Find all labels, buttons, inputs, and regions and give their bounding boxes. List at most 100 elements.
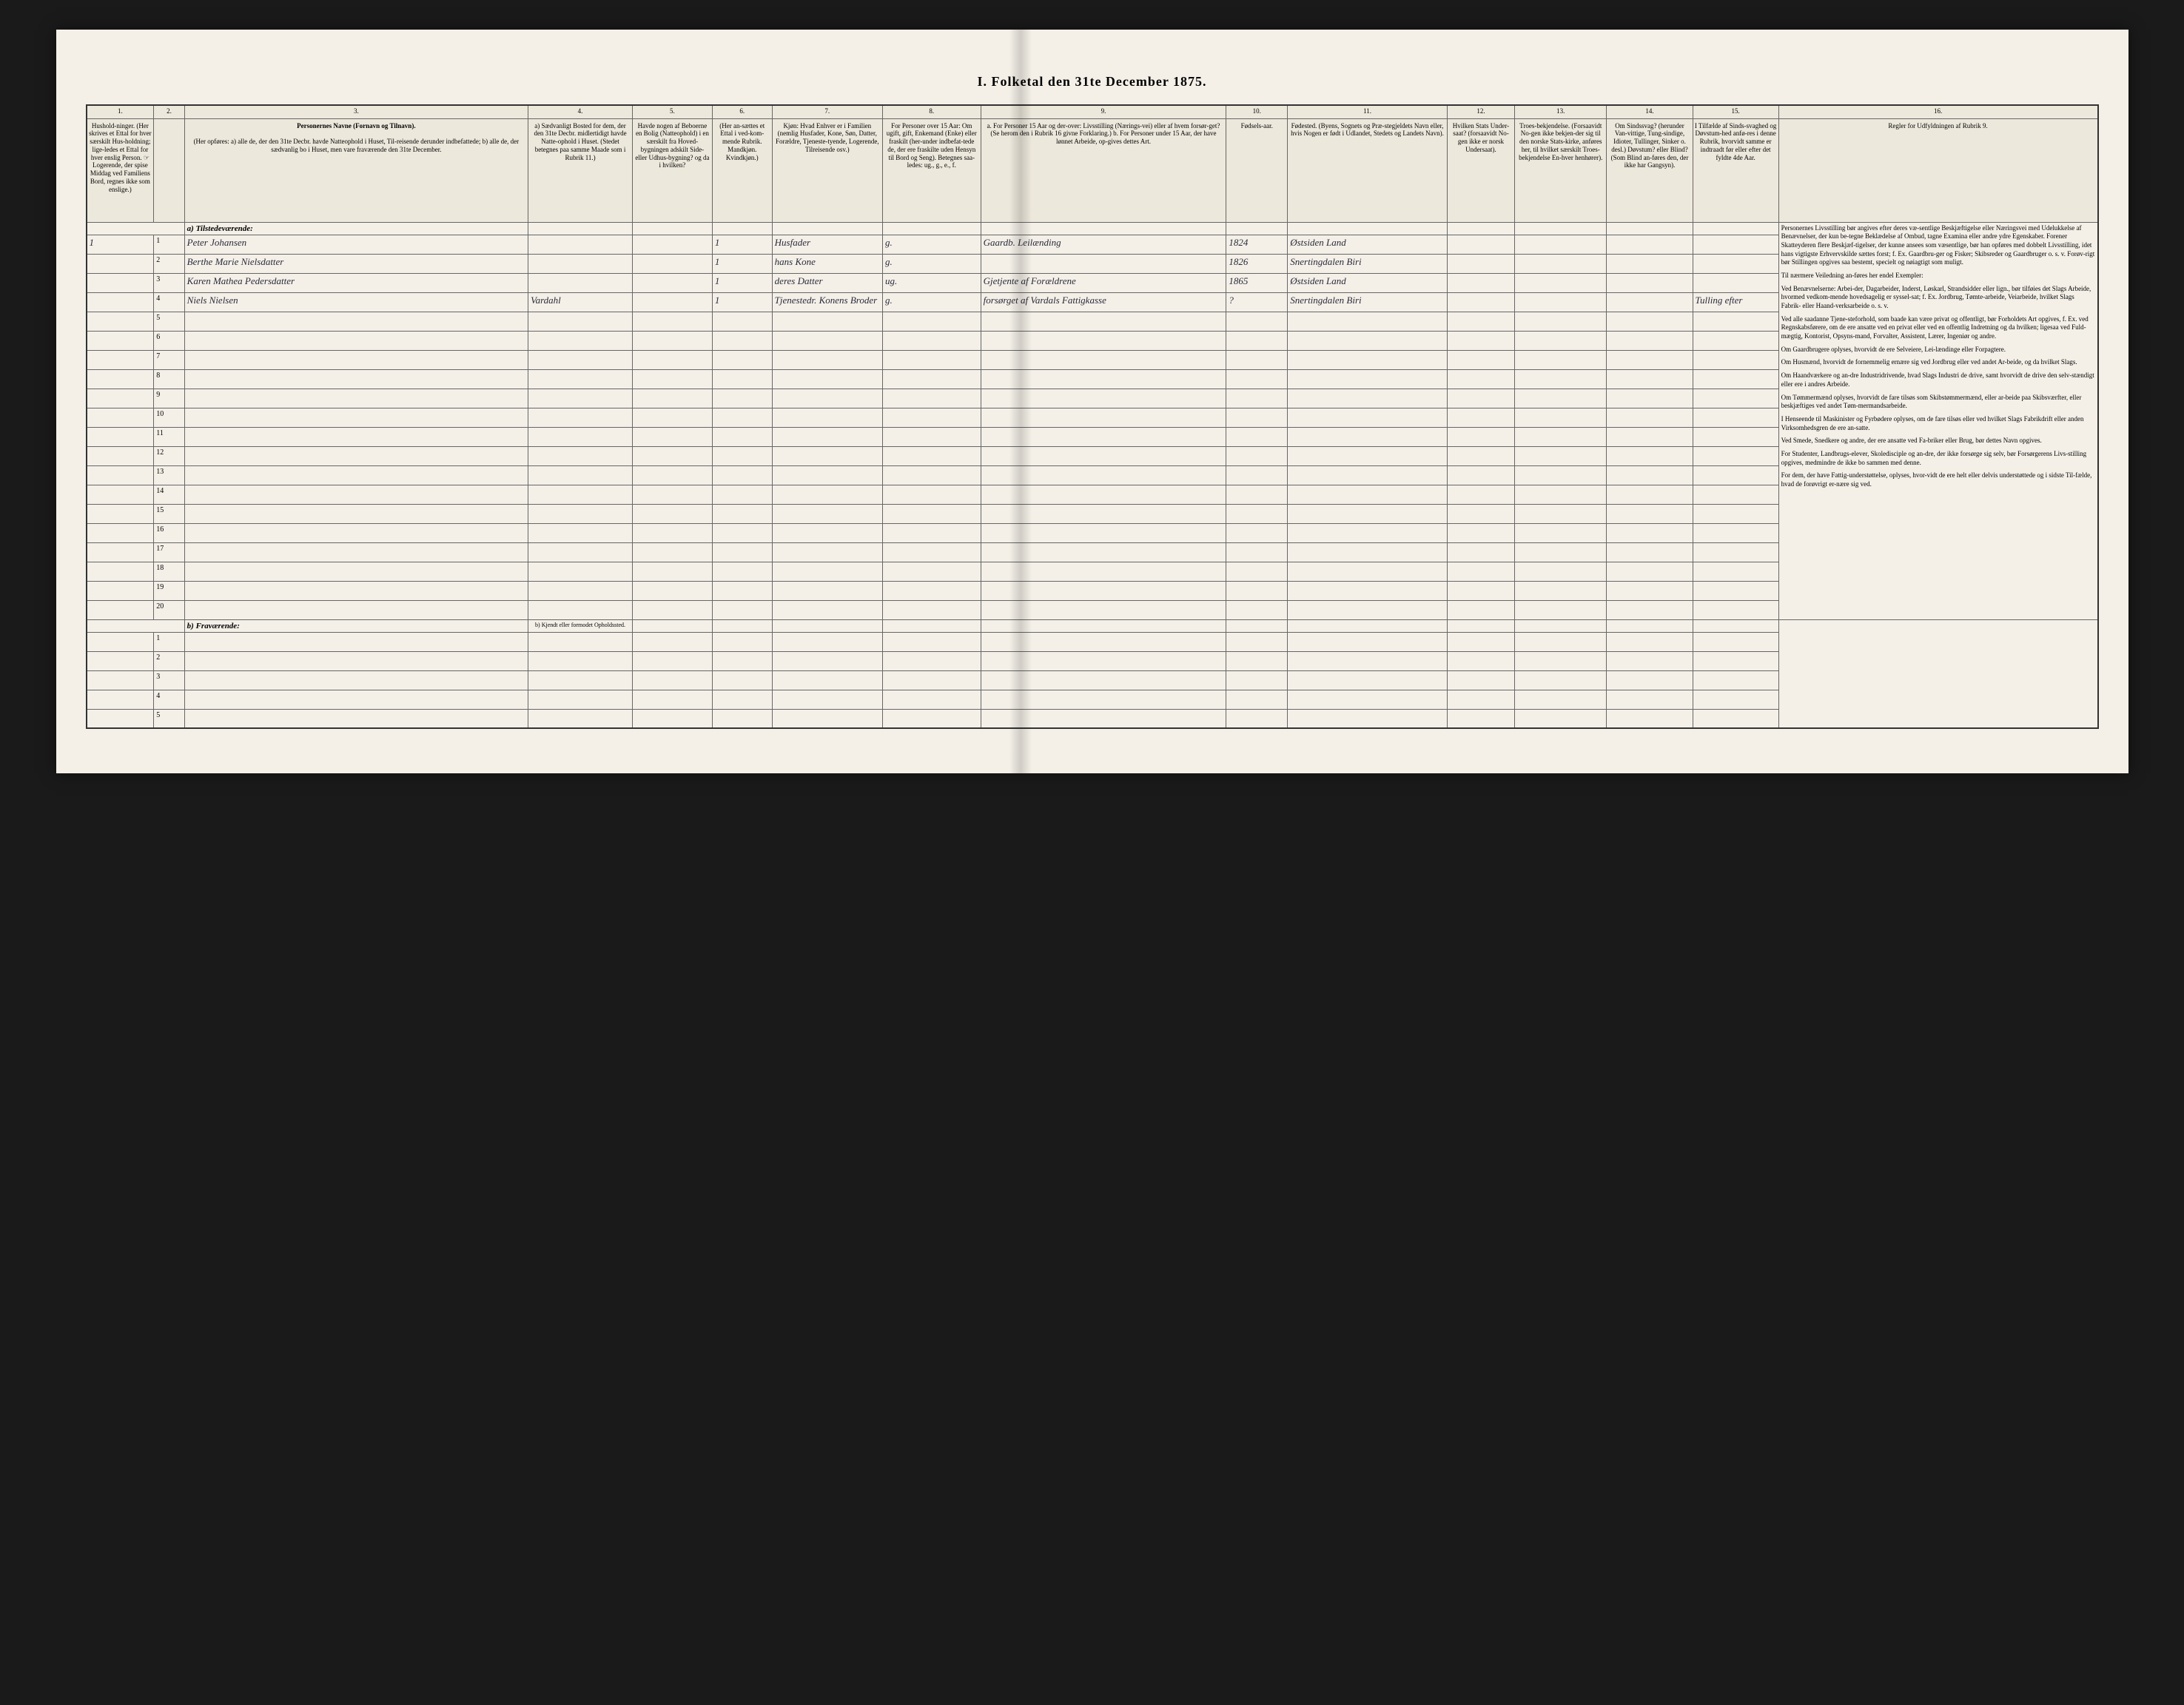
table-cell <box>712 331 772 350</box>
table-cell <box>1607 581 1693 600</box>
table-cell <box>87 254 154 273</box>
table-cell <box>1515 670 1607 690</box>
table-cell <box>1288 632 1448 651</box>
table-cell: 1 <box>87 235 154 254</box>
table-cell <box>87 369 154 389</box>
table-cell <box>712 690 772 709</box>
table-cell <box>1515 235 1607 254</box>
table-cell <box>184 651 528 670</box>
table-cell <box>981 350 1226 369</box>
table-cell <box>981 389 1226 408</box>
table-cell <box>1515 408 1607 427</box>
table-cell: 1 <box>712 235 772 254</box>
table-cell <box>1693 542 1778 562</box>
table-cell <box>882 632 981 651</box>
table-cell <box>184 562 528 581</box>
table-cell <box>1447 651 1514 670</box>
table-cell <box>1447 542 1514 562</box>
table-row: 1 <box>87 632 2098 651</box>
table-cell <box>1288 542 1448 562</box>
table-cell <box>1515 273 1607 292</box>
section-a-label: a) Tilstedeværende: <box>184 222 528 235</box>
table-cell: deres Datter <box>772 273 882 292</box>
table-cell <box>1226 581 1288 600</box>
table-cell <box>1693 523 1778 542</box>
table-cell <box>1693 254 1778 273</box>
col-num-3: 3. <box>184 105 528 118</box>
table-cell <box>87 408 154 427</box>
table-cell <box>981 670 1226 690</box>
table-cell: 2 <box>154 651 184 670</box>
table-cell <box>528 562 633 581</box>
table-cell <box>528 254 633 273</box>
table-cell <box>1447 485 1514 504</box>
table-cell: 1826 <box>1226 254 1288 273</box>
table-cell <box>633 369 713 389</box>
header-col3-title: Personernes Navne (Fornavn og Tilnavn). <box>297 122 415 130</box>
section-b-row: b) Fraværende: b) Kjendt eller formodet … <box>87 619 2098 632</box>
table-cell <box>1226 542 1288 562</box>
table-cell <box>633 670 713 690</box>
table-cell: Østsiden Land <box>1288 273 1448 292</box>
table-cell <box>772 670 882 690</box>
table-cell <box>1447 273 1514 292</box>
table-cell <box>1693 670 1778 690</box>
header-col16: Regler for Udfyldningen af Rubrik 9. <box>1778 118 2097 222</box>
table-cell <box>1607 651 1693 670</box>
table-cell <box>1693 709 1778 728</box>
table-cell <box>528 369 633 389</box>
table-cell <box>528 670 633 690</box>
table-cell <box>184 331 528 350</box>
table-row: 2 <box>87 651 2098 670</box>
table-cell <box>712 504 772 523</box>
header-col6: (Her an-sættes et Ettal i ved-kom-mende … <box>712 118 772 222</box>
table-cell <box>528 312 633 331</box>
table-cell: 1824 <box>1226 235 1288 254</box>
table-cell <box>184 542 528 562</box>
table-cell <box>981 709 1226 728</box>
table-cell <box>1515 350 1607 369</box>
table-cell: 2 <box>154 254 184 273</box>
table-cell: 14 <box>154 485 184 504</box>
table-cell: 9 <box>154 389 184 408</box>
instructions-p3: Ved Benævnelserne: Arbei-der, Dagarbeide… <box>1781 285 2095 311</box>
table-cell <box>1447 504 1514 523</box>
header-col3: Personernes Navne (Fornavn og Tilnavn). … <box>184 118 528 222</box>
table-cell <box>1515 651 1607 670</box>
table-cell <box>1288 446 1448 465</box>
table-cell <box>882 651 981 670</box>
table-cell <box>981 369 1226 389</box>
table-cell <box>1693 427 1778 446</box>
table-cell: Peter Johansen <box>184 235 528 254</box>
table-cell <box>1693 485 1778 504</box>
table-cell <box>1226 504 1288 523</box>
table-cell: 1 <box>154 235 184 254</box>
table-cell <box>1447 709 1514 728</box>
section-a-row: a) Tilstedeværende: Personernes Livsstil… <box>87 222 2098 235</box>
table-cell: 4 <box>154 292 184 312</box>
table-cell <box>1607 235 1693 254</box>
table-cell <box>712 581 772 600</box>
table-cell <box>1607 485 1693 504</box>
table-cell: Vardahl <box>528 292 633 312</box>
table-cell <box>633 389 713 408</box>
col-num-10: 10. <box>1226 105 1288 118</box>
table-cell <box>1693 312 1778 331</box>
table-cell <box>1447 581 1514 600</box>
table-cell <box>1288 312 1448 331</box>
table-cell <box>1447 254 1514 273</box>
header-col3-sub: (Her opføres: a) alle de, der den 31te D… <box>194 138 520 153</box>
table-cell <box>1447 690 1514 709</box>
table-cell <box>1515 446 1607 465</box>
table-cell <box>712 485 772 504</box>
table-cell <box>633 465 713 485</box>
table-cell <box>528 581 633 600</box>
table-cell <box>712 632 772 651</box>
header-col8: For Personer over 15 Aar: Om ugift, gift… <box>882 118 981 222</box>
table-cell <box>87 600 154 619</box>
table-cell <box>87 542 154 562</box>
table-cell <box>1226 427 1288 446</box>
table-cell: 3 <box>154 670 184 690</box>
table-cell <box>772 408 882 427</box>
table-cell <box>1607 427 1693 446</box>
